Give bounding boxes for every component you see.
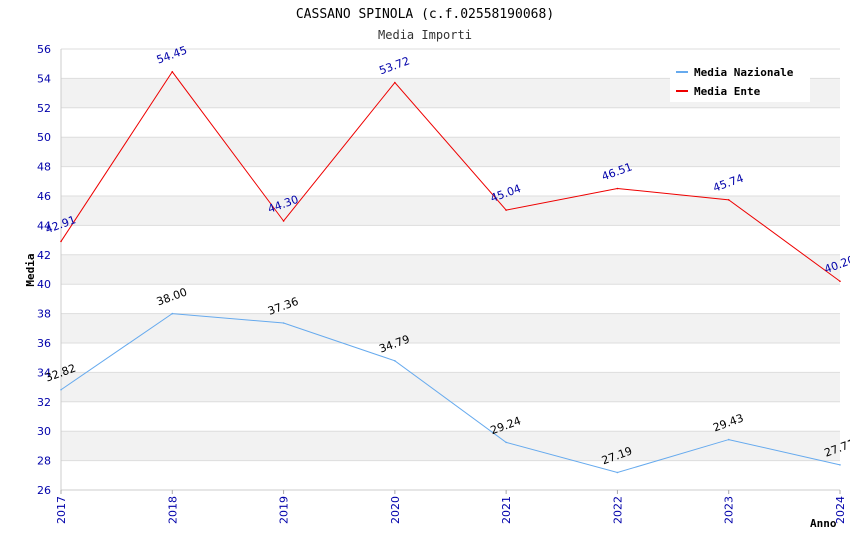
data-point — [839, 280, 841, 283]
y-tick-label: 46 — [37, 190, 51, 203]
y-tick-label: 50 — [37, 131, 51, 144]
data-point — [282, 220, 285, 222]
data-point — [171, 312, 174, 315]
y-tick-label: 28 — [37, 455, 51, 468]
x-tick-label: 2024 — [834, 496, 847, 524]
x-tick-label: 2019 — [278, 496, 291, 524]
legend-label: Media Nazionale — [694, 66, 794, 79]
series-line-media-ente — [60, 70, 841, 282]
x-tick-label: 2023 — [723, 496, 736, 524]
y-tick-label: 36 — [37, 337, 51, 350]
legend: Media Nazionale Media Ente — [670, 58, 810, 102]
data-label: 54.45 — [155, 44, 189, 67]
legend-box — [670, 58, 810, 102]
y-tick-label: 40 — [37, 278, 51, 291]
data-point — [505, 209, 507, 211]
grid-band — [61, 137, 840, 167]
grid-band — [61, 431, 840, 461]
y-tick-label: 54 — [37, 72, 51, 85]
data-point — [727, 199, 730, 201]
y-tick-label: 30 — [37, 425, 51, 438]
data-point — [616, 187, 619, 190]
y-tick-label: 26 — [37, 484, 51, 497]
grid-band — [61, 254, 840, 285]
grid-band — [61, 372, 840, 402]
x-tick-label: 2017 — [55, 496, 68, 524]
legend-label: Media Ente — [694, 85, 761, 98]
data-point — [727, 438, 730, 441]
chart-subtitle: Media Importi — [378, 28, 472, 42]
x-tick-label: 2022 — [611, 496, 624, 524]
data-label: 45.74 — [711, 172, 745, 195]
x-axis-label: Anno — [810, 517, 837, 530]
y-axis-label: Media — [24, 253, 37, 286]
data-point — [616, 471, 619, 474]
y-tick-label: 42 — [37, 249, 51, 262]
data-label: 53.72 — [377, 54, 411, 77]
y-tick-label: 34 — [37, 366, 51, 379]
x-tick-label: 2018 — [166, 496, 179, 524]
y-tick-label: 32 — [37, 396, 51, 409]
y-tick-label: 38 — [37, 308, 51, 321]
x-tick-label: 2020 — [389, 496, 402, 524]
grid-band — [61, 196, 840, 226]
data-point — [505, 441, 507, 444]
data-point — [282, 322, 285, 324]
data-point — [171, 70, 174, 73]
data-point — [60, 240, 62, 243]
grid-band — [61, 313, 840, 343]
data-point — [839, 464, 841, 466]
chart-title: CASSANO SPINOLA (c.f.02558190068) — [296, 7, 554, 22]
y-tick-label: 56 — [37, 43, 51, 56]
data-label: 38.00 — [155, 285, 189, 308]
series-line-media-nazionale — [60, 313, 841, 474]
x-tick-label: 2021 — [500, 496, 513, 524]
y-tick-label: 48 — [37, 161, 51, 174]
data-point — [394, 81, 396, 84]
y-tick-label: 52 — [37, 102, 51, 115]
data-point — [60, 388, 62, 391]
data-point — [394, 359, 396, 362]
y-tick-label: 44 — [37, 219, 51, 232]
